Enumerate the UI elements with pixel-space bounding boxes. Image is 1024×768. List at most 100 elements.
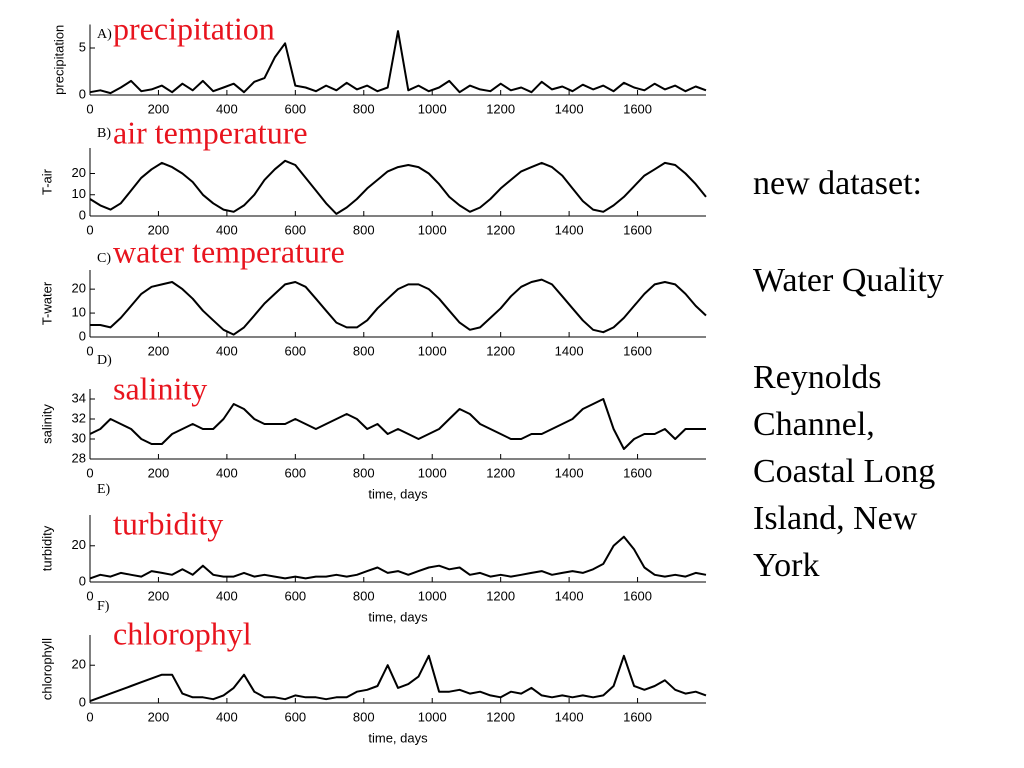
side-text: new dataset: Water Quality Reynolds Chan… <box>753 160 983 639</box>
data-line <box>89 398 706 450</box>
panel-label: C) <box>97 251 111 266</box>
y-axis-label: chlorophyll <box>39 638 54 700</box>
chart-title: turbidity <box>113 505 223 541</box>
chart-title: air temperature <box>113 114 308 150</box>
x-tick-label: 800 <box>353 588 375 603</box>
x-tick-label: 1200 <box>486 101 515 116</box>
y-tick-label: 10 <box>72 186 86 201</box>
x-tick-label: 400 <box>216 709 238 724</box>
x-tick-label: 0 <box>86 101 93 116</box>
side-line: Reynolds Channel, Coastal Long Island, N… <box>753 359 936 584</box>
x-axis-label: time, days <box>368 609 428 624</box>
x-tick-label: 1000 <box>418 465 447 480</box>
x-tick-label: 1600 <box>623 222 652 237</box>
chart-title: chlorophyl <box>113 615 252 651</box>
data-line <box>89 30 707 95</box>
x-axis-label: time, days <box>368 486 428 501</box>
x-tick-label: 0 <box>86 709 93 724</box>
x-tick-label: 600 <box>284 588 306 603</box>
x-tick-label: 1200 <box>486 588 515 603</box>
x-tick-label: 400 <box>216 343 238 358</box>
x-tick-label: 1400 <box>555 101 584 116</box>
chart-title: precipitation <box>113 10 275 46</box>
y-axis-label: T-air <box>39 168 54 195</box>
y-tick-label: 20 <box>72 537 86 552</box>
x-tick-label: 1200 <box>486 709 515 724</box>
y-tick-label: 30 <box>72 430 86 445</box>
y-tick-label: 0 <box>79 207 86 222</box>
x-tick-label: 200 <box>148 709 170 724</box>
x-tick-label: 1000 <box>418 343 447 358</box>
x-tick-label: 1000 <box>418 709 447 724</box>
panel-label: D) <box>97 353 112 368</box>
chart-title: salinity <box>113 370 207 406</box>
chart-title: water temperature <box>113 233 345 269</box>
y-tick-label: 28 <box>72 450 86 465</box>
x-tick-label: 1600 <box>623 465 652 480</box>
x-tick-label: 1200 <box>486 343 515 358</box>
y-tick-label: 10 <box>72 305 86 320</box>
data-line <box>90 278 707 336</box>
y-tick-label: 0 <box>79 573 86 588</box>
y-tick-label: 0 <box>79 328 86 343</box>
x-tick-label: 1200 <box>486 465 515 480</box>
x-tick-label: 600 <box>284 465 306 480</box>
x-tick-label: 1600 <box>623 343 652 358</box>
y-tick-label: 0 <box>79 86 86 101</box>
x-tick-label: 800 <box>353 465 375 480</box>
y-tick-label: 20 <box>72 657 86 672</box>
y-tick-label: 20 <box>72 165 86 180</box>
y-axis-label: precipitation <box>51 25 66 95</box>
y-axis-label: salinity <box>39 404 54 444</box>
x-tick-label: 1400 <box>555 588 584 603</box>
y-tick-label: 20 <box>72 281 86 296</box>
y-axis-label: turbidity <box>39 525 54 571</box>
panel-label: F) <box>97 599 110 614</box>
x-tick-label: 400 <box>216 222 238 237</box>
x-tick-label: 200 <box>148 465 170 480</box>
x-tick-label: 600 <box>284 343 306 358</box>
y-tick-label: 5 <box>79 39 86 54</box>
x-tick-label: 400 <box>216 465 238 480</box>
x-tick-label: 400 <box>216 101 238 116</box>
x-tick-label: 0 <box>86 588 93 603</box>
x-tick-label: 1400 <box>555 465 584 480</box>
x-tick-label: 0 <box>86 343 93 358</box>
x-tick-label: 1600 <box>623 588 652 603</box>
x-tick-label: 600 <box>284 101 306 116</box>
data-line <box>89 159 707 215</box>
x-tick-label: 1000 <box>418 222 447 237</box>
x-tick-label: 1200 <box>486 222 515 237</box>
data-line <box>89 654 707 703</box>
x-tick-label: 800 <box>353 101 375 116</box>
panel-label: B) <box>97 126 111 141</box>
x-tick-label: 1400 <box>555 343 584 358</box>
x-tick-label: 800 <box>353 709 375 724</box>
side-line: Water Quality <box>753 262 944 299</box>
y-axis-label: T-water <box>39 281 54 325</box>
side-line: new dataset: <box>753 165 922 202</box>
panel-label: A) <box>97 27 112 42</box>
x-tick-label: 400 <box>216 588 238 603</box>
x-axis-label: time, days <box>368 730 428 745</box>
x-tick-label: 1600 <box>623 101 652 116</box>
x-tick-label: 200 <box>148 343 170 358</box>
x-tick-label: 200 <box>148 101 170 116</box>
x-tick-label: 200 <box>148 222 170 237</box>
x-tick-label: 0 <box>86 465 93 480</box>
y-tick-label: 32 <box>72 410 86 425</box>
x-tick-label: 1400 <box>555 222 584 237</box>
x-tick-label: 600 <box>284 222 306 237</box>
x-tick-label: 600 <box>284 709 306 724</box>
y-tick-label: 34 <box>72 390 86 405</box>
x-tick-label: 1400 <box>555 709 584 724</box>
x-tick-label: 1000 <box>418 588 447 603</box>
data-line <box>89 535 707 580</box>
y-tick-label: 0 <box>79 694 86 709</box>
panel-label: E) <box>97 482 111 497</box>
x-tick-label: 200 <box>148 588 170 603</box>
x-tick-label: 1000 <box>418 101 447 116</box>
x-tick-label: 800 <box>353 222 375 237</box>
